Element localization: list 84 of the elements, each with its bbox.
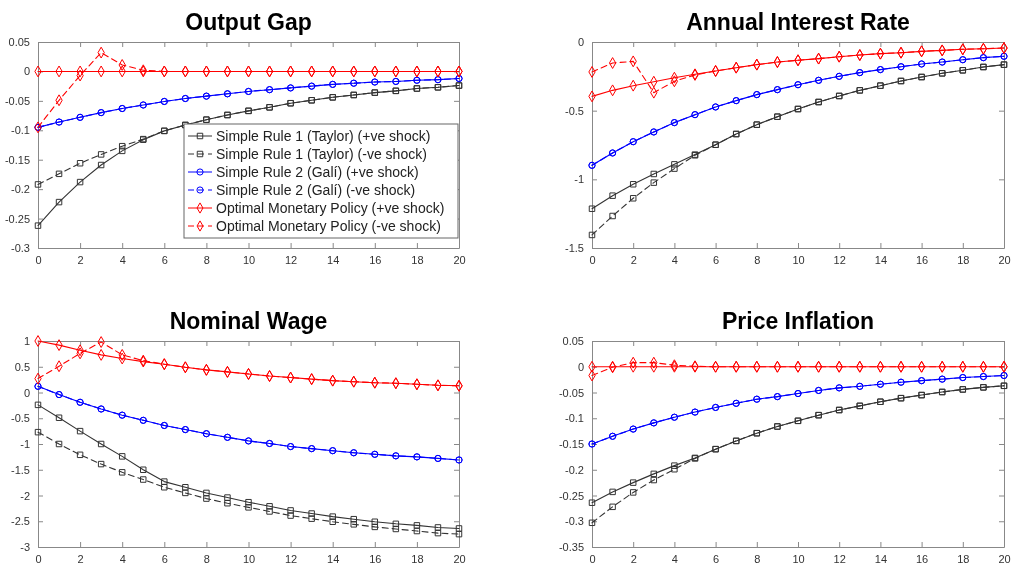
y-tick-label: 0.05 <box>562 335 584 348</box>
x-tick-label: 0 <box>35 552 42 564</box>
y-tick-label: 1 <box>23 335 30 348</box>
legend-label: Optimal Monetary Policy (-ve shock) <box>216 218 441 234</box>
legend-label: Simple Rule 2 (Galí) (-ve shock) <box>216 182 416 198</box>
x-tick-label: 10 <box>792 552 805 564</box>
x-tick-label: 18 <box>957 552 970 564</box>
x-tick-label: 14 <box>874 253 888 266</box>
x-tick-label: 18 <box>411 552 424 564</box>
y-tick-label: -1.5 <box>11 463 30 476</box>
y-tick-label: -0.2 <box>565 463 584 476</box>
y-tick-label: -0.05 <box>558 386 584 399</box>
legend-label: Simple Rule 2 (Galí) (+ve shock) <box>216 164 419 180</box>
x-tick-label: 4 <box>671 253 678 266</box>
y-tick-label: -0.5 <box>11 412 30 425</box>
y-tick-label: -0.3 <box>11 242 30 255</box>
x-tick-label: 20 <box>453 253 466 266</box>
x-tick-label: 2 <box>630 552 637 564</box>
y-tick-label: -0.35 <box>558 541 584 554</box>
x-tick-label: 8 <box>203 253 210 266</box>
y-tick-label: 0 <box>577 360 584 373</box>
legend-label: Simple Rule 1 (Taylor) (-ve shock) <box>216 146 427 162</box>
y-tick-label: -2.5 <box>11 515 30 528</box>
y-tick-label: -3 <box>20 541 30 554</box>
x-tick-label: 0 <box>589 552 596 564</box>
y-tick-label: -0.15 <box>558 438 584 451</box>
y-tick-label: 0.05 <box>8 36 30 49</box>
y-tick-label: -0.2 <box>11 183 30 196</box>
y-tick-label: -0.5 <box>565 104 584 117</box>
x-tick-label: 18 <box>411 253 424 266</box>
x-tick-label: 14 <box>327 552 340 564</box>
x-tick-label: 4 <box>119 552 126 564</box>
x-tick-label: 10 <box>242 253 256 266</box>
x-tick-label: 12 <box>284 253 298 266</box>
x-tick-label: 16 <box>369 253 382 266</box>
x-tick-label: 2 <box>630 253 637 266</box>
x-tick-label: 20 <box>453 552 466 564</box>
y-tick-label: -0.05 <box>4 94 30 107</box>
x-tick-label: 10 <box>792 253 805 266</box>
y-tick-label: 0.5 <box>14 360 30 373</box>
y-tick-label: -0.1 <box>11 124 30 137</box>
chart-title: Output Gap <box>185 9 312 35</box>
x-tick-label: 4 <box>671 552 678 564</box>
x-tick-label: 6 <box>713 253 720 266</box>
y-tick-label: -0.1 <box>565 412 584 425</box>
x-tick-label: 20 <box>998 253 1011 266</box>
x-tick-label: 0 <box>35 253 42 266</box>
x-tick-label: 2 <box>77 253 84 266</box>
y-tick-label: -2 <box>20 489 30 502</box>
y-tick-label: -0.3 <box>565 515 584 528</box>
y-tick-label: -0.15 <box>4 153 30 166</box>
x-tick-label: 16 <box>369 552 382 564</box>
x-tick-label: 8 <box>754 552 761 564</box>
chart-title: Nominal Wage <box>169 308 328 334</box>
legend-label: Simple Rule 1 (Taylor) (+ve shock) <box>216 128 431 144</box>
x-tick-label: 4 <box>119 253 126 266</box>
x-tick-label: 12 <box>284 552 298 564</box>
x-tick-label: 16 <box>915 552 929 564</box>
x-tick-label: 8 <box>754 253 761 266</box>
x-tick-label: 6 <box>713 552 720 564</box>
x-tick-label: 14 <box>327 253 340 266</box>
y-tick-label: -0.25 <box>558 489 584 502</box>
x-tick-label: 0 <box>589 253 596 266</box>
x-tick-label: 18 <box>957 253 970 266</box>
y-tick-label: -1 <box>574 173 584 186</box>
x-tick-label: 6 <box>161 253 168 266</box>
chart-title: Price Inflation <box>721 308 875 334</box>
x-tick-label: 20 <box>998 552 1011 564</box>
y-tick-label: 0 <box>577 36 584 49</box>
y-tick-label: 0 <box>23 65 30 78</box>
x-tick-label: 2 <box>77 552 84 564</box>
x-tick-label: 12 <box>833 552 846 564</box>
x-tick-label: 16 <box>915 253 929 266</box>
x-tick-label: 14 <box>874 552 888 564</box>
y-tick-label: -0.25 <box>4 212 30 225</box>
chart-title: Annual Interest Rate <box>686 9 910 35</box>
y-tick-label: -1 <box>20 438 30 451</box>
x-tick-label: 12 <box>833 253 846 266</box>
x-tick-label: 6 <box>161 552 168 564</box>
legend-label: Optimal Monetary Policy (+ve shock) <box>216 200 445 216</box>
y-tick-label: 0 <box>23 386 30 399</box>
y-tick-label: -1.5 <box>565 242 584 255</box>
x-tick-label: 10 <box>242 552 256 564</box>
x-tick-label: 8 <box>203 552 210 564</box>
